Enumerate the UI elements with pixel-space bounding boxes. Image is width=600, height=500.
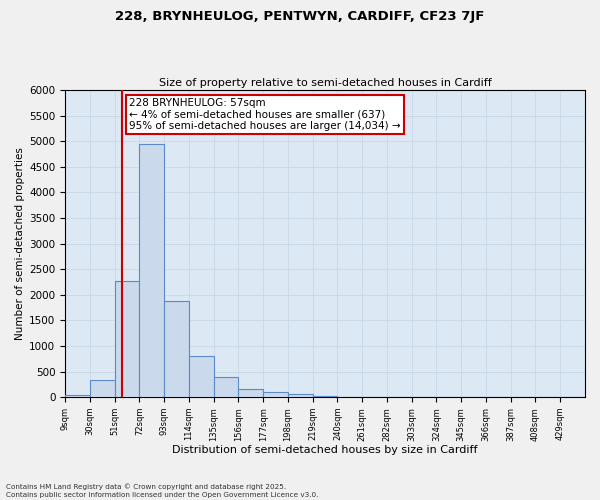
Bar: [90, 380, 115, 397]
Bar: [189, 356, 214, 397]
Bar: [238, 390, 263, 397]
Bar: [164, 302, 189, 397]
Text: 228 BRYNHEULOG: 57sqm
← 4% of semi-detached houses are smaller (637)
95% of semi: 228 BRYNHEULOG: 57sqm ← 4% of semi-detac…: [129, 98, 400, 131]
Text: Contains HM Land Registry data © Crown copyright and database right 2025.
Contai: Contains HM Land Registry data © Crown c…: [6, 484, 319, 498]
Bar: [65, 394, 90, 397]
Text: 228, BRYNHEULOG, PENTWYN, CARDIFF, CF23 7JF: 228, BRYNHEULOG, PENTWYN, CARDIFF, CF23 …: [115, 10, 485, 23]
Bar: [313, 396, 337, 397]
Title: Size of property relative to semi-detached houses in Cardiff: Size of property relative to semi-detach…: [158, 78, 491, 88]
Bar: [115, 281, 139, 397]
X-axis label: Distribution of semi-detached houses by size in Cardiff: Distribution of semi-detached houses by …: [172, 445, 478, 455]
Bar: [139, 144, 164, 397]
Y-axis label: Number of semi-detached properties: Number of semi-detached properties: [15, 147, 25, 340]
Bar: [288, 394, 313, 397]
Bar: [263, 392, 288, 397]
Bar: [214, 377, 238, 397]
